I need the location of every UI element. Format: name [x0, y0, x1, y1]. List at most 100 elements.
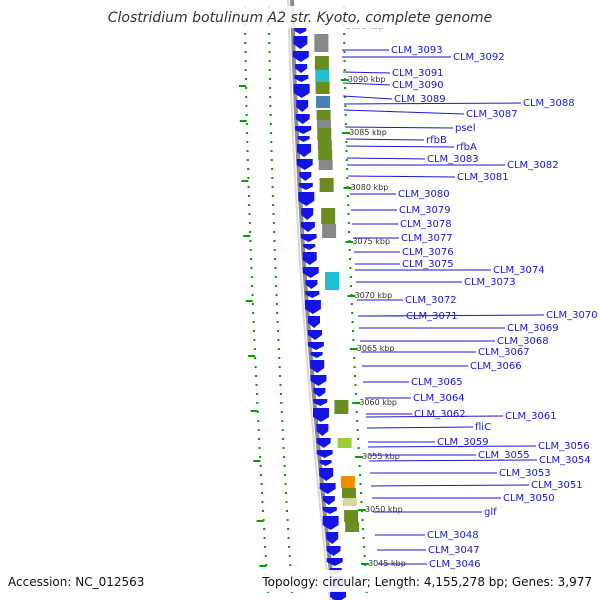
- gene-label: psel: [455, 123, 476, 134]
- gc-dotted-line-mid: [272, 213, 275, 215]
- gc-dotted-line-mid: [286, 510, 288, 512]
- gene-label: CLM_3090: [392, 80, 444, 91]
- gene-label: CLM_3082: [507, 160, 559, 171]
- cog-block: [325, 272, 339, 290]
- gc-dotted-line-mid: [271, 168, 274, 170]
- cds-arrow: [296, 100, 309, 112]
- gc-dotted-line-mid: [277, 330, 279, 332]
- gc-dotted-line-right: [350, 303, 353, 305]
- cog-block: [342, 488, 356, 498]
- gc-dotted-line-right: [345, 150, 348, 152]
- gene-label: CLM_3093: [391, 45, 443, 56]
- cds-arrow: [298, 183, 313, 190]
- scale-label: 3070 kbp: [355, 291, 393, 300]
- cds-arrow: [302, 252, 317, 265]
- gc-dotted-line-left: [244, 51, 247, 53]
- backbone-ring-inner: [287, 0, 331, 600]
- cog-block: [322, 224, 337, 238]
- gene-label: CLM_3066: [470, 361, 522, 372]
- gc-dotted-line-right: [357, 447, 360, 449]
- gene-label: CLM_3089: [394, 94, 446, 105]
- cds-arrow: [310, 352, 323, 358]
- gc-dotted-line-left: [246, 159, 249, 161]
- gc-dotted-line-left: [263, 528, 266, 530]
- gc-skew-spike: [243, 235, 251, 237]
- gc-dotted-line-mid: [273, 231, 276, 233]
- gc-dotted-line-left: [251, 294, 254, 296]
- cds-arrow: [310, 375, 327, 386]
- gc-dotted-line-left: [245, 114, 248, 116]
- gc-dotted-line-left: [247, 168, 250, 170]
- gc-dotted-line-left: [249, 240, 252, 242]
- gc-dotted-line-left: [253, 348, 256, 350]
- gc-dotted-line-mid: [268, 33, 271, 35]
- gc-dotted-line-right: [354, 393, 357, 395]
- gc-dotted-line-left: [258, 438, 261, 440]
- gene-label: CLM_3069: [507, 323, 559, 334]
- gc-dotted-line-left: [255, 384, 258, 386]
- cds-arrow: [326, 532, 339, 544]
- gc-dotted-line-mid: [279, 375, 281, 377]
- cds-arrow: [292, 51, 309, 62]
- gc-dotted-line-mid: [270, 141, 273, 143]
- cds-arrow: [305, 280, 318, 289]
- gc-dotted-line-mid: [282, 447, 285, 449]
- gc-dotted-line-right: [344, 87, 347, 89]
- gc-dotted-line-left: [246, 132, 249, 134]
- gene-leader-line: [366, 426, 474, 429]
- cds-arrow: [304, 300, 321, 314]
- gc-dotted-line-left: [259, 465, 262, 467]
- gc-skew-spike: [245, 300, 253, 302]
- gene-label: CLM_3092: [453, 52, 505, 63]
- gc-dotted-line-mid: [269, 96, 272, 98]
- gc-dotted-line-right: [343, 33, 346, 35]
- gene-label: CLM_3046: [429, 559, 481, 570]
- gc-dotted-line-right: [343, 60, 346, 62]
- cds-arrow: [293, 36, 308, 49]
- gc-dotted-line-right: [348, 249, 351, 251]
- gene-label: CLM_3070: [546, 310, 598, 321]
- gc-dotted-line-mid: [275, 285, 278, 287]
- cds-arrow: [294, 75, 309, 82]
- gene-leader-line: [344, 126, 454, 129]
- gc-dotted-line-mid: [283, 465, 286, 467]
- gc-dotted-line-mid: [283, 456, 286, 458]
- gc-dotted-line-right: [346, 195, 349, 197]
- cds-arrow: [319, 483, 336, 494]
- gene-label: CLM_3064: [413, 393, 465, 404]
- gene-label: CLM_3054: [539, 455, 591, 466]
- gene-leader-line: [343, 102, 522, 105]
- gc-dotted-line-left: [260, 483, 263, 485]
- gene-label: CLM_3078: [400, 219, 452, 230]
- gc-dotted-line-left: [251, 303, 254, 305]
- gc-dotted-line-right: [344, 123, 347, 125]
- gene-label: CLM_3048: [427, 530, 479, 541]
- gc-dotted-line-mid: [284, 474, 286, 476]
- gc-dotted-line-mid: [278, 366, 281, 368]
- gc-skew-spike: [248, 355, 256, 357]
- cds-arrow: [316, 438, 331, 448]
- scale-label: 3065 kbp: [357, 344, 395, 353]
- gc-dotted-line-right: [348, 231, 351, 233]
- cog-block: [334, 400, 349, 414]
- gene-label: CLM_3068: [497, 336, 549, 347]
- cog-block: [318, 150, 333, 160]
- gc-dotted-line-mid: [287, 537, 290, 539]
- gene-leader-line: [347, 175, 456, 178]
- gc-dotted-line-left: [254, 366, 257, 368]
- gene-label: glf: [484, 507, 497, 518]
- cds-arrow: [313, 388, 326, 397]
- gc-dotted-line-mid: [275, 294, 278, 296]
- gc-dotted-line-mid: [289, 564, 292, 566]
- cds-arrow: [319, 460, 332, 466]
- gc-dotted-line-left: [259, 456, 262, 458]
- gc-dotted-line-left: [244, 69, 247, 71]
- gc-dotted-line-right: [349, 258, 352, 260]
- gc-dotted-line-right: [356, 420, 359, 422]
- gc-skew-spike: [239, 120, 247, 122]
- gc-dotted-line-right: [347, 213, 350, 215]
- cog-block: [314, 34, 329, 52]
- gc-dotted-line-right: [351, 321, 354, 323]
- gc-dotted-line-mid: [279, 393, 282, 395]
